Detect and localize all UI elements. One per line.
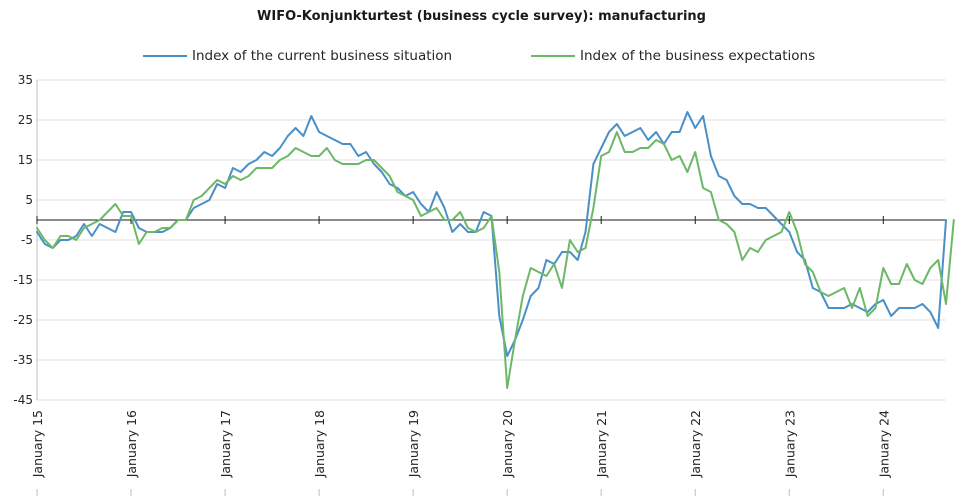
legend-swatch-current-situation (143, 55, 187, 57)
x-tick-label: January 16 (124, 410, 139, 478)
legend-label-current-situation: Index of the current business situation (192, 48, 453, 64)
y-tick-label: -5 (21, 233, 33, 247)
x-tick-label: January 20 (500, 410, 515, 478)
y-tick-label: 5 (25, 193, 33, 207)
y-tick-label: -25 (13, 313, 33, 327)
legend-label-expectations: Index of the business expectations (580, 48, 816, 64)
legend-item-expectations: Index of the business expectations (531, 46, 815, 66)
x-tick-label: January 18 (312, 410, 327, 478)
x-tick-label: January 22 (688, 410, 703, 478)
y-tick-label: -45 (13, 393, 33, 407)
y-tick-label: -15 (13, 273, 33, 287)
legend-item-current-situation: Index of the current business situation (143, 46, 452, 66)
x-tick-label: January 15 (30, 410, 45, 478)
y-tick-label: 15 (18, 153, 33, 167)
series-line-expectations (36, 131, 955, 389)
x-tick-label: January 19 (406, 410, 421, 478)
x-tick-label: January 17 (218, 410, 233, 478)
chart-title: WIFO-Konjunkturtest (business cycle surv… (257, 9, 706, 24)
y-tick-label: 35 (18, 73, 33, 87)
y-tick-label: -35 (13, 353, 33, 367)
x-tick-label: January 24 (876, 410, 891, 478)
legend-swatch-expectations (531, 55, 575, 57)
x-tick-label: January 23 (782, 410, 797, 478)
y-tick-label: 25 (18, 113, 33, 127)
series-line-current-situation (36, 111, 947, 357)
legend: Index of the current business situation … (0, 46, 963, 66)
x-tick-label: January 21 (594, 410, 609, 478)
